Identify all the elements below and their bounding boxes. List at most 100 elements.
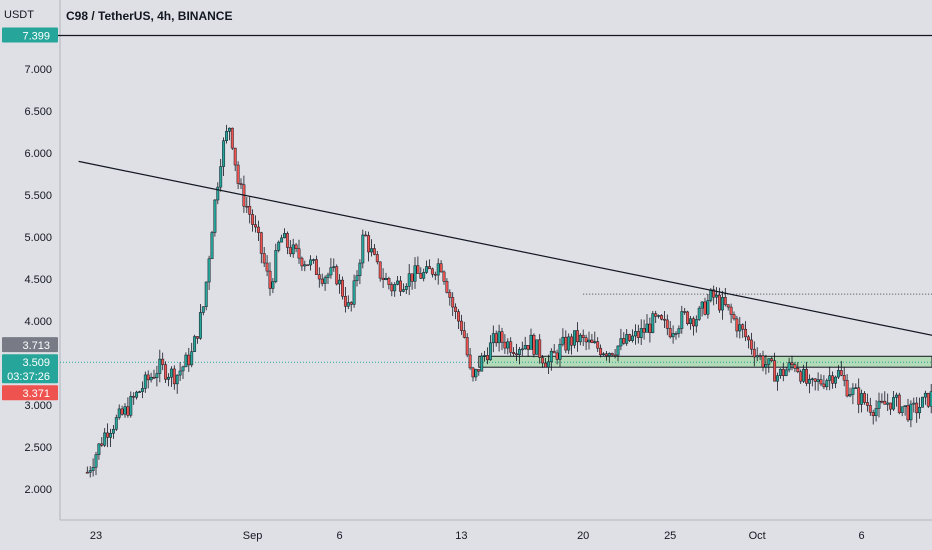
candle <box>361 229 365 269</box>
x-tick-label: 6 <box>337 530 343 542</box>
candle <box>834 375 837 389</box>
candle-body <box>607 353 611 357</box>
candle <box>300 256 304 271</box>
candle <box>181 365 185 379</box>
candle-body <box>900 406 904 413</box>
candle-body <box>294 244 298 249</box>
candle-body <box>816 379 820 382</box>
candle <box>700 301 704 317</box>
candle <box>810 377 814 387</box>
candle-body <box>320 278 324 284</box>
candle <box>509 337 513 357</box>
candle <box>355 270 359 287</box>
candle-body <box>593 341 597 344</box>
candle <box>631 329 634 343</box>
price-badge: 3.371 <box>2 385 58 401</box>
candle <box>146 370 150 389</box>
candle <box>561 328 565 347</box>
candle <box>517 347 521 365</box>
candle <box>169 366 173 387</box>
candle <box>140 381 144 399</box>
candle-body <box>906 405 910 421</box>
candle <box>306 264 310 266</box>
candle <box>265 255 269 277</box>
candle-body <box>225 131 228 141</box>
candle-body <box>921 396 924 408</box>
candle <box>396 275 400 286</box>
candle-body <box>703 301 707 315</box>
candle <box>923 390 927 405</box>
candle <box>167 373 170 387</box>
candle <box>839 360 843 377</box>
candle-body <box>633 331 637 337</box>
candle <box>349 301 353 312</box>
candle <box>532 333 536 358</box>
candle <box>390 282 394 297</box>
candle-body <box>396 280 400 285</box>
candle-body <box>880 400 884 403</box>
candle-body <box>558 343 562 360</box>
candle-body <box>184 354 188 368</box>
candle <box>233 147 237 172</box>
candle-body <box>280 237 284 243</box>
price-badge-bg <box>2 354 58 370</box>
candle-body <box>416 265 420 274</box>
candle <box>567 333 571 355</box>
candle-body <box>312 259 315 261</box>
candle-body <box>929 391 932 407</box>
candle-body <box>181 366 185 372</box>
candle <box>544 358 547 368</box>
candle <box>158 349 162 383</box>
candle-body <box>314 259 318 275</box>
candle <box>465 333 469 358</box>
candle <box>660 314 663 321</box>
candle <box>341 276 344 300</box>
candle-body <box>146 374 150 381</box>
candle <box>535 339 539 355</box>
candle-body <box>410 273 414 282</box>
candle-body <box>709 289 713 301</box>
candle <box>668 320 672 339</box>
candle <box>877 392 881 418</box>
candle <box>915 397 919 423</box>
candle <box>161 352 165 371</box>
candle <box>372 244 376 256</box>
candle <box>703 297 707 316</box>
candle <box>332 258 336 272</box>
candle <box>819 374 823 387</box>
chart-title: C98 / TetherUS, 4h, BINANCE <box>66 9 233 23</box>
candle-body <box>387 278 391 285</box>
candle <box>274 243 278 284</box>
candle-body <box>378 261 382 279</box>
candle <box>581 329 585 346</box>
candle <box>784 367 788 377</box>
candle-body <box>660 315 663 320</box>
candle <box>187 347 191 372</box>
price-badge-bg <box>2 368 58 384</box>
candle-body <box>654 313 658 317</box>
candle-body <box>326 274 330 278</box>
candle-body <box>813 378 817 382</box>
candle <box>706 293 710 319</box>
candle <box>500 327 504 351</box>
y-tick-label: 5.500 <box>24 190 52 202</box>
price-badge-label: 3.713 <box>22 340 50 352</box>
candle <box>175 374 179 394</box>
candle-body <box>497 331 501 344</box>
candle <box>657 314 661 319</box>
candle-body <box>355 275 359 282</box>
candle-body <box>106 432 110 438</box>
candle-body <box>442 271 446 282</box>
candle <box>294 243 298 253</box>
candle <box>622 332 626 345</box>
candle-body <box>604 353 608 357</box>
candle <box>407 264 411 296</box>
candle <box>404 283 408 294</box>
candle-body <box>251 214 255 225</box>
candle-body <box>306 264 310 266</box>
candle <box>123 403 127 418</box>
candle <box>413 257 417 289</box>
candle <box>227 127 231 141</box>
candle-body <box>636 331 640 338</box>
